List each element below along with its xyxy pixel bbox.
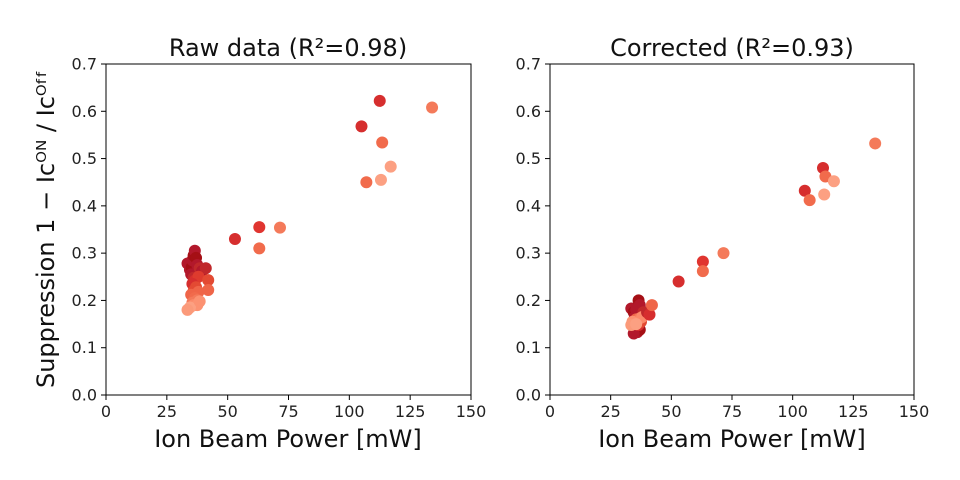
raw-data-x-tick-label: 150 [456, 402, 487, 421]
raw-data-y-tick-label: 0.5 [72, 149, 97, 168]
corrected-data-point [798, 184, 811, 197]
corrected-data-point [630, 318, 643, 331]
corrected-data-point [827, 175, 840, 188]
raw-data-data-point [202, 284, 215, 297]
raw-data-points [181, 94, 439, 316]
corrected-x-axis-label: Ion Beam Power [mW] [598, 425, 866, 453]
corrected-x-tick-label: 100 [777, 402, 808, 421]
corrected-y-tick-label: 0.4 [516, 196, 541, 215]
raw-data-data-point [193, 295, 206, 308]
raw-data-data-point [374, 173, 387, 186]
raw-data-data-point [426, 101, 439, 114]
corrected-x-tick-label: 150 [899, 402, 930, 421]
raw-data-x-tick-label: 100 [334, 402, 365, 421]
raw-data-plot-frame [105, 63, 472, 396]
raw-data-data-point [360, 176, 373, 189]
corrected-data-point [869, 137, 882, 150]
raw-data-x-tick-label: 50 [217, 402, 237, 421]
raw-data-data-point [373, 94, 386, 107]
raw-data-data-point [355, 120, 368, 133]
corrected-data-point [645, 299, 658, 312]
corrected-x-tick-label: 25 [600, 402, 620, 421]
raw-data-y-tick-label: 0.7 [72, 55, 97, 74]
raw-data-x-tick-label: 25 [157, 402, 177, 421]
raw-data-y-tick-label: 0.3 [72, 244, 97, 263]
corrected-data-point [717, 247, 730, 260]
corrected-y-tick-label: 0.7 [516, 55, 541, 74]
corrected-y-tick-label: 0.0 [516, 386, 541, 405]
corrected-data-point [672, 275, 685, 288]
raw-data-data-point [181, 303, 194, 316]
corrected-title: Corrected (R²=0.93) [610, 34, 854, 62]
raw-data-data-point [253, 221, 266, 234]
corrected-y-tick-label: 0.6 [516, 102, 541, 121]
raw-data-y-axis-label: Suppression 1 − Icᴼᴺ / Icᴼᶠᶠ [32, 70, 60, 388]
raw-data-y-tick-label: 0.2 [72, 291, 97, 310]
raw-data-y-tick-label: 0.0 [72, 386, 97, 405]
corrected-panel: Corrected (R²=0.93) 0 25 50 75 100 125 1500.00… [516, 34, 930, 453]
corrected-x-tick-label: 125 [838, 402, 869, 421]
corrected-y-tick-label: 0.2 [516, 291, 541, 310]
raw-data-data-point [202, 274, 215, 287]
corrected-x-tick-label: 75 [722, 402, 742, 421]
raw-data-y-tick-label: 0.6 [72, 102, 97, 121]
raw-data-x-tick-label: 75 [278, 402, 298, 421]
corrected-data-point [803, 194, 816, 207]
corrected-data-point [643, 308, 656, 321]
corrected-plot-frame [549, 63, 915, 396]
raw-data-data-point [228, 232, 241, 245]
corrected-x-tick-label: 0 [545, 402, 555, 421]
corrected-points [625, 137, 882, 340]
raw-data-y-tick-label: 0.4 [72, 196, 97, 215]
corrected-data-point [696, 265, 709, 278]
corrected-y-tick-label: 0.1 [516, 338, 541, 357]
corrected-y-tick-label: 0.5 [516, 149, 541, 168]
raw-data-x-tick-label: 125 [395, 402, 426, 421]
raw-data-data-point [199, 262, 212, 275]
raw-data-ticks: 0 25 50 75 100 125 150 0.0 0.1 0.2 0.3 0.4 0.5 0.6 0.7 [72, 55, 487, 422]
corrected-x-tick-label: 50 [661, 402, 681, 421]
raw-data-y-tick-label: 0.1 [72, 338, 97, 357]
raw-data-panel: Raw data (R²=0.98) 0 25 50 75 100 125 150 0.0 0.… [32, 34, 486, 453]
raw-data-data-point [253, 242, 266, 255]
raw-data-x-axis-label: Ion Beam Power [mW] [154, 425, 422, 453]
corrected-data-point [818, 188, 831, 201]
corrected-y-tick-label: 0.3 [516, 244, 541, 263]
raw-data-x-tick-label: 0 [101, 402, 111, 421]
raw-data-data-point [376, 136, 389, 149]
corrected-ticks: 0 25 50 75 100 125 150 0.0 0.1 0.2 0.3 0.4 0.5 0.6 0.7 [516, 55, 930, 422]
corrected-data-point [696, 255, 709, 268]
raw-data-title: Raw data (R²=0.98) [169, 34, 407, 62]
raw-data-data-point [273, 221, 286, 234]
raw-data-data-point [384, 160, 397, 173]
